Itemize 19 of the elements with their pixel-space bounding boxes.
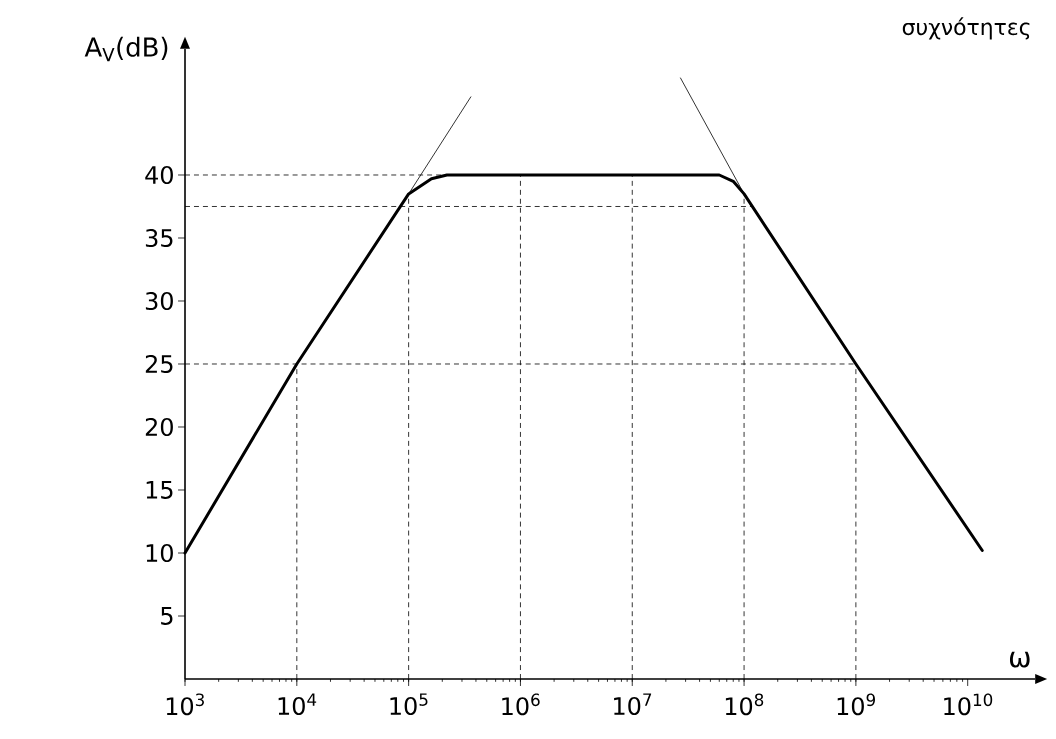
- y-tick-label: 35: [145, 228, 173, 248]
- y-tick-label: 5: [161, 607, 173, 625]
- x-tick-label: 10$^{5}$: [390, 693, 428, 716]
- y-tick-label: 15: [146, 481, 173, 499]
- y-tick-label: 40: [145, 165, 173, 185]
- x-tick-label: 10$^{3}$: [166, 693, 204, 716]
- y-axis-title: A$_{V}$(dB): [84, 36, 168, 62]
- y-tick-label: 25: [145, 354, 173, 374]
- chart-title: συχνότητες: [902, 17, 1030, 40]
- x-tick-label: 10$^{8}$: [725, 693, 764, 716]
- x-axis-title: ω: [1009, 651, 1030, 668]
- x-tick-label: 10$^{9}$: [837, 693, 875, 716]
- x-tick-label: 10$^{6}$: [502, 693, 540, 716]
- y-tick-label: 30: [145, 291, 173, 311]
- x-tick-label: 10$^{10}$: [944, 693, 993, 716]
- y-tick-label: 20: [145, 417, 173, 437]
- x-tick-label: 10$^{7}$: [614, 693, 652, 716]
- y-tick-label: 10: [146, 543, 173, 563]
- x-tick-label: 10$^{4}$: [278, 693, 317, 716]
